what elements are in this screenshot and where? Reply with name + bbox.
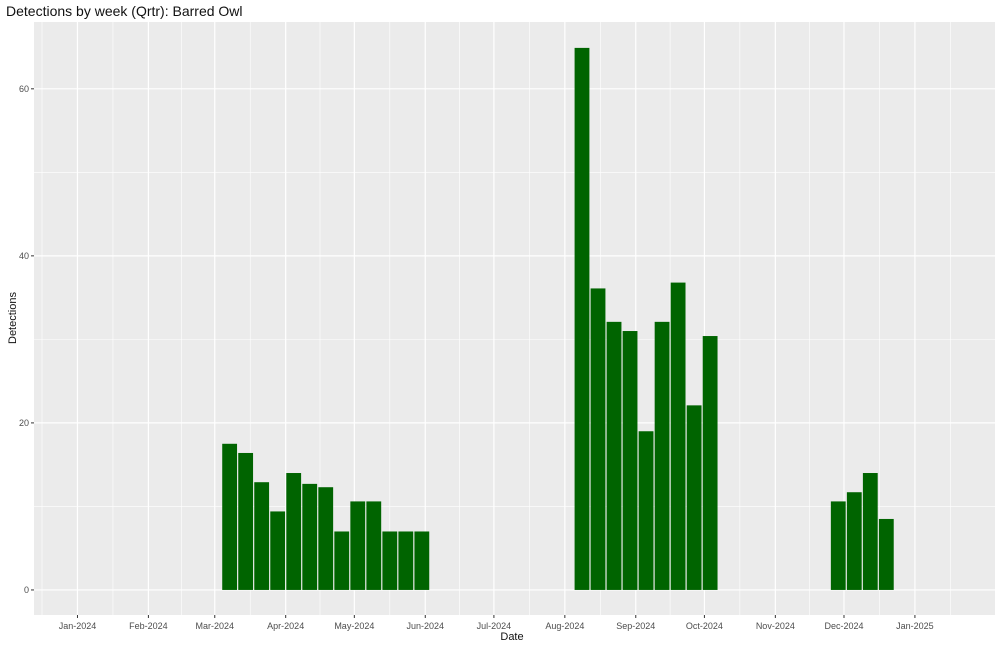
major-gridlines (34, 22, 995, 615)
chart-title: Detections by week (Qrtr): Barred Owl (6, 3, 243, 19)
bar (350, 501, 366, 590)
bar (606, 321, 622, 590)
x-tick-label: Jan-2024 (59, 621, 97, 631)
bar (238, 452, 254, 590)
bar (270, 511, 286, 590)
bar (878, 518, 894, 590)
bar (654, 321, 670, 590)
bar (830, 501, 846, 590)
x-tick-label: Apr-2024 (267, 621, 304, 631)
x-axis: Jan-2024 Feb-2024 Mar-2024 Apr-2024 May-2024… (59, 615, 934, 631)
x-tick-label: Mar-2024 (195, 621, 234, 631)
bar (398, 531, 414, 590)
bar (414, 531, 430, 590)
x-tick-label: Nov-2024 (756, 621, 795, 631)
x-tick-label: Jan-2025 (896, 621, 934, 631)
x-tick-label: Jun-2024 (406, 621, 444, 631)
x-tick-label: Oct-2024 (686, 621, 723, 631)
bar (318, 487, 334, 590)
bar (334, 531, 350, 590)
bar (862, 473, 878, 590)
bar (382, 531, 398, 590)
y-tick-label: 40 (19, 251, 29, 261)
y-axis: 0 20 40 60 (19, 84, 34, 595)
bar (590, 288, 606, 590)
x-tick-label: Jul-2024 (477, 621, 512, 631)
bars (222, 47, 894, 590)
x-axis-label: Date (500, 631, 524, 643)
x-tick-label: Aug-2024 (545, 621, 584, 631)
bar (686, 405, 702, 590)
y-tick-label: 20 (19, 418, 29, 428)
x-tick-label: Dec-2024 (824, 621, 863, 631)
bar (622, 331, 638, 590)
bar (222, 443, 238, 590)
bar (670, 282, 686, 590)
minor-gridlines (34, 22, 995, 615)
bar (286, 473, 302, 590)
bar (366, 501, 382, 590)
x-tick-label: May-2024 (334, 621, 374, 631)
x-tick-label: Feb-2024 (129, 621, 168, 631)
y-tick-label: 60 (19, 84, 29, 94)
bar (302, 483, 318, 590)
x-tick-label: Sep-2024 (616, 621, 655, 631)
bar (638, 431, 654, 590)
y-tick-label: 0 (24, 585, 29, 595)
bar (846, 492, 862, 590)
bar (574, 47, 590, 590)
bar (254, 482, 270, 590)
bar (702, 336, 718, 590)
